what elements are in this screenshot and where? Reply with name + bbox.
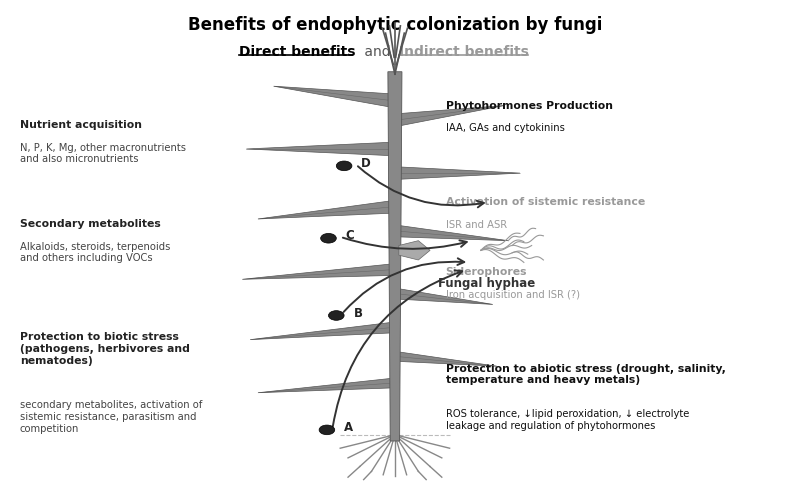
Text: and: and	[360, 45, 394, 59]
Polygon shape	[398, 225, 508, 241]
Text: Direct benefits: Direct benefits	[238, 45, 355, 59]
Polygon shape	[399, 241, 430, 260]
Polygon shape	[388, 72, 402, 441]
Polygon shape	[246, 142, 393, 156]
Text: Activation of sistemic resistance: Activation of sistemic resistance	[446, 197, 645, 207]
Circle shape	[336, 161, 352, 171]
Polygon shape	[242, 264, 393, 279]
Text: ISR and ASR: ISR and ASR	[446, 220, 507, 230]
Text: Phytohormones Production: Phytohormones Production	[446, 101, 613, 110]
Text: N, P, K, Mg, other macronutrients
and also micronutrients: N, P, K, Mg, other macronutrients and al…	[20, 143, 186, 164]
Text: Secondary metabolites: Secondary metabolites	[20, 219, 161, 229]
Text: Siderophores: Siderophores	[446, 267, 527, 277]
Text: ROS tolerance, ↓lipid peroxidation, ↓ electrolyte
leakage and regulation of phyt: ROS tolerance, ↓lipid peroxidation, ↓ el…	[446, 409, 689, 431]
Text: C: C	[346, 229, 354, 243]
Polygon shape	[398, 288, 493, 304]
Polygon shape	[398, 106, 504, 126]
Polygon shape	[258, 378, 393, 393]
Circle shape	[319, 425, 334, 435]
Text: D: D	[362, 157, 371, 170]
Text: A: A	[344, 421, 354, 434]
Text: Protection to abiotic stress (drought, salinity,
temperature and heavy metals): Protection to abiotic stress (drought, s…	[446, 364, 726, 385]
Circle shape	[321, 233, 336, 243]
Circle shape	[329, 311, 344, 320]
Polygon shape	[398, 352, 497, 366]
Text: Alkaloids, steroids, terpenoids
and others including VOCs: Alkaloids, steroids, terpenoids and othe…	[20, 242, 170, 263]
Polygon shape	[274, 86, 393, 108]
Text: Benefits of endophytic colonization by fungi: Benefits of endophytic colonization by f…	[188, 16, 602, 34]
Text: Iron acquisition and ISR (?): Iron acquisition and ISR (?)	[446, 290, 580, 300]
Text: Nutrient acquisition: Nutrient acquisition	[20, 120, 142, 130]
Text: secondary metabolites, activation of
sistemic resistance, parasitism and
competi: secondary metabolites, activation of sis…	[20, 401, 202, 434]
Text: B: B	[354, 306, 362, 320]
Polygon shape	[250, 322, 393, 340]
Polygon shape	[258, 201, 393, 219]
Text: Protection to biotic stress
(pathogens, herbivores and
nematodes): Protection to biotic stress (pathogens, …	[20, 332, 190, 366]
Text: Fungal hyphae: Fungal hyphae	[438, 277, 535, 290]
Polygon shape	[398, 167, 520, 179]
Text: Indirect benefits: Indirect benefits	[399, 45, 529, 59]
Text: IAA, GAs and cytokinins: IAA, GAs and cytokinins	[446, 123, 565, 134]
